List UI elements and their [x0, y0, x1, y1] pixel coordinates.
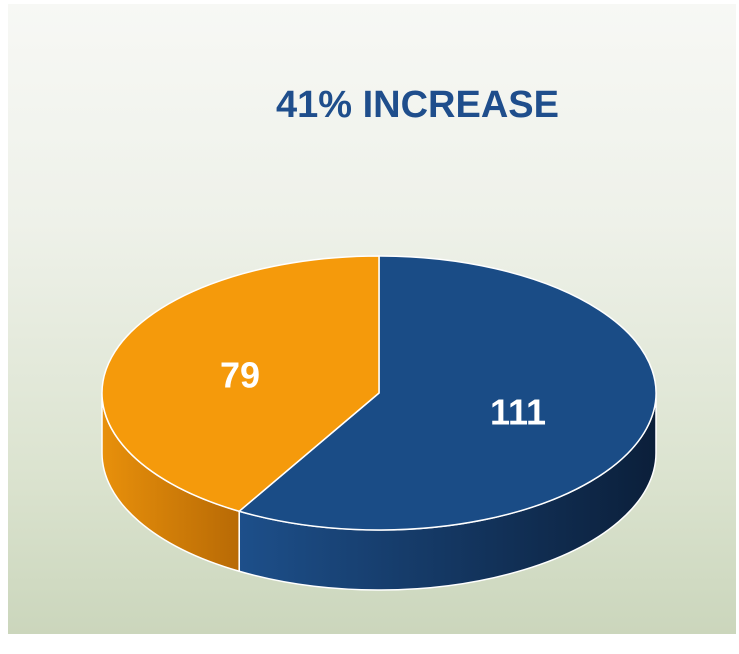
- pie-slice: [101, 255, 380, 513]
- pie-slice: [238, 255, 657, 531]
- pie-slice-label: 79: [220, 354, 260, 395]
- chart-title: 41% INCREASE: [276, 84, 559, 126]
- pie-slice-label: 111: [490, 392, 546, 433]
